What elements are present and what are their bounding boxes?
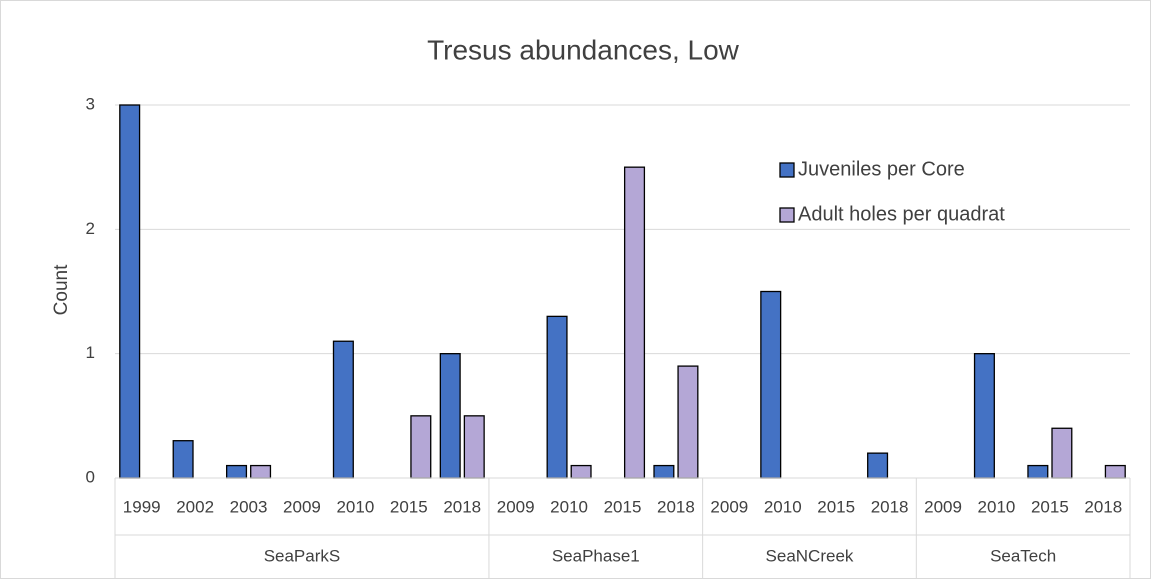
bar xyxy=(463,415,485,479)
group-label: SeaNCreek xyxy=(766,546,854,565)
bar xyxy=(172,440,194,479)
bar xyxy=(1027,464,1049,479)
y-tick-label: 3 xyxy=(86,94,95,113)
x-tick-label: 2009 xyxy=(710,497,748,516)
x-tick-label: 2018 xyxy=(1084,497,1122,516)
y-tick-label: 0 xyxy=(86,467,95,486)
legend-label: Adult holes per quadrat xyxy=(798,203,1005,225)
bar xyxy=(973,353,995,479)
bar xyxy=(119,104,141,479)
legend-marker xyxy=(779,207,795,223)
y-tick-label: 2 xyxy=(86,219,95,238)
legend-marker xyxy=(779,162,795,178)
bar xyxy=(225,464,248,479)
bar xyxy=(677,365,699,479)
bar xyxy=(410,415,432,479)
x-tick-label: 2010 xyxy=(978,497,1016,516)
bar xyxy=(250,464,272,479)
legend-label: Juveniles per Core xyxy=(798,158,965,180)
group-label: SeaTech xyxy=(990,546,1056,565)
x-tick-label: 2009 xyxy=(283,497,321,516)
x-tick-label: 2015 xyxy=(817,497,855,516)
bar xyxy=(867,452,889,479)
x-tick-label: 2010 xyxy=(336,497,374,516)
x-tick-label: 2015 xyxy=(390,497,428,516)
bar xyxy=(1051,427,1073,479)
bar xyxy=(546,315,568,479)
x-tick-label: 2018 xyxy=(871,497,909,516)
x-tick-label: 2009 xyxy=(924,497,962,516)
x-tick-label: 2010 xyxy=(550,497,588,516)
bar xyxy=(760,290,782,479)
group-label: SeaParkS xyxy=(264,546,341,565)
bar xyxy=(439,353,461,479)
x-tick-label: 2018 xyxy=(657,497,695,516)
x-tick-label: 2009 xyxy=(497,497,535,516)
bar xyxy=(1104,464,1126,479)
bar xyxy=(570,464,592,479)
group-label: SeaPhase1 xyxy=(552,546,640,565)
x-tick-label: 2002 xyxy=(176,497,214,516)
x-tick-label: 2015 xyxy=(1031,497,1069,516)
bar xyxy=(623,166,646,479)
x-tick-label: 2018 xyxy=(443,497,481,516)
x-tick-label: 1999 xyxy=(123,497,161,516)
chart-title: Tresus abundances, Low xyxy=(427,34,740,65)
y-tick-label: 1 xyxy=(86,343,95,362)
bar xyxy=(653,464,675,479)
bar xyxy=(332,340,354,479)
x-tick-label: 2003 xyxy=(230,497,268,516)
x-tick-label: 2015 xyxy=(604,497,642,516)
y-axis-label: Count xyxy=(51,264,72,315)
x-tick-label: 2010 xyxy=(764,497,802,516)
